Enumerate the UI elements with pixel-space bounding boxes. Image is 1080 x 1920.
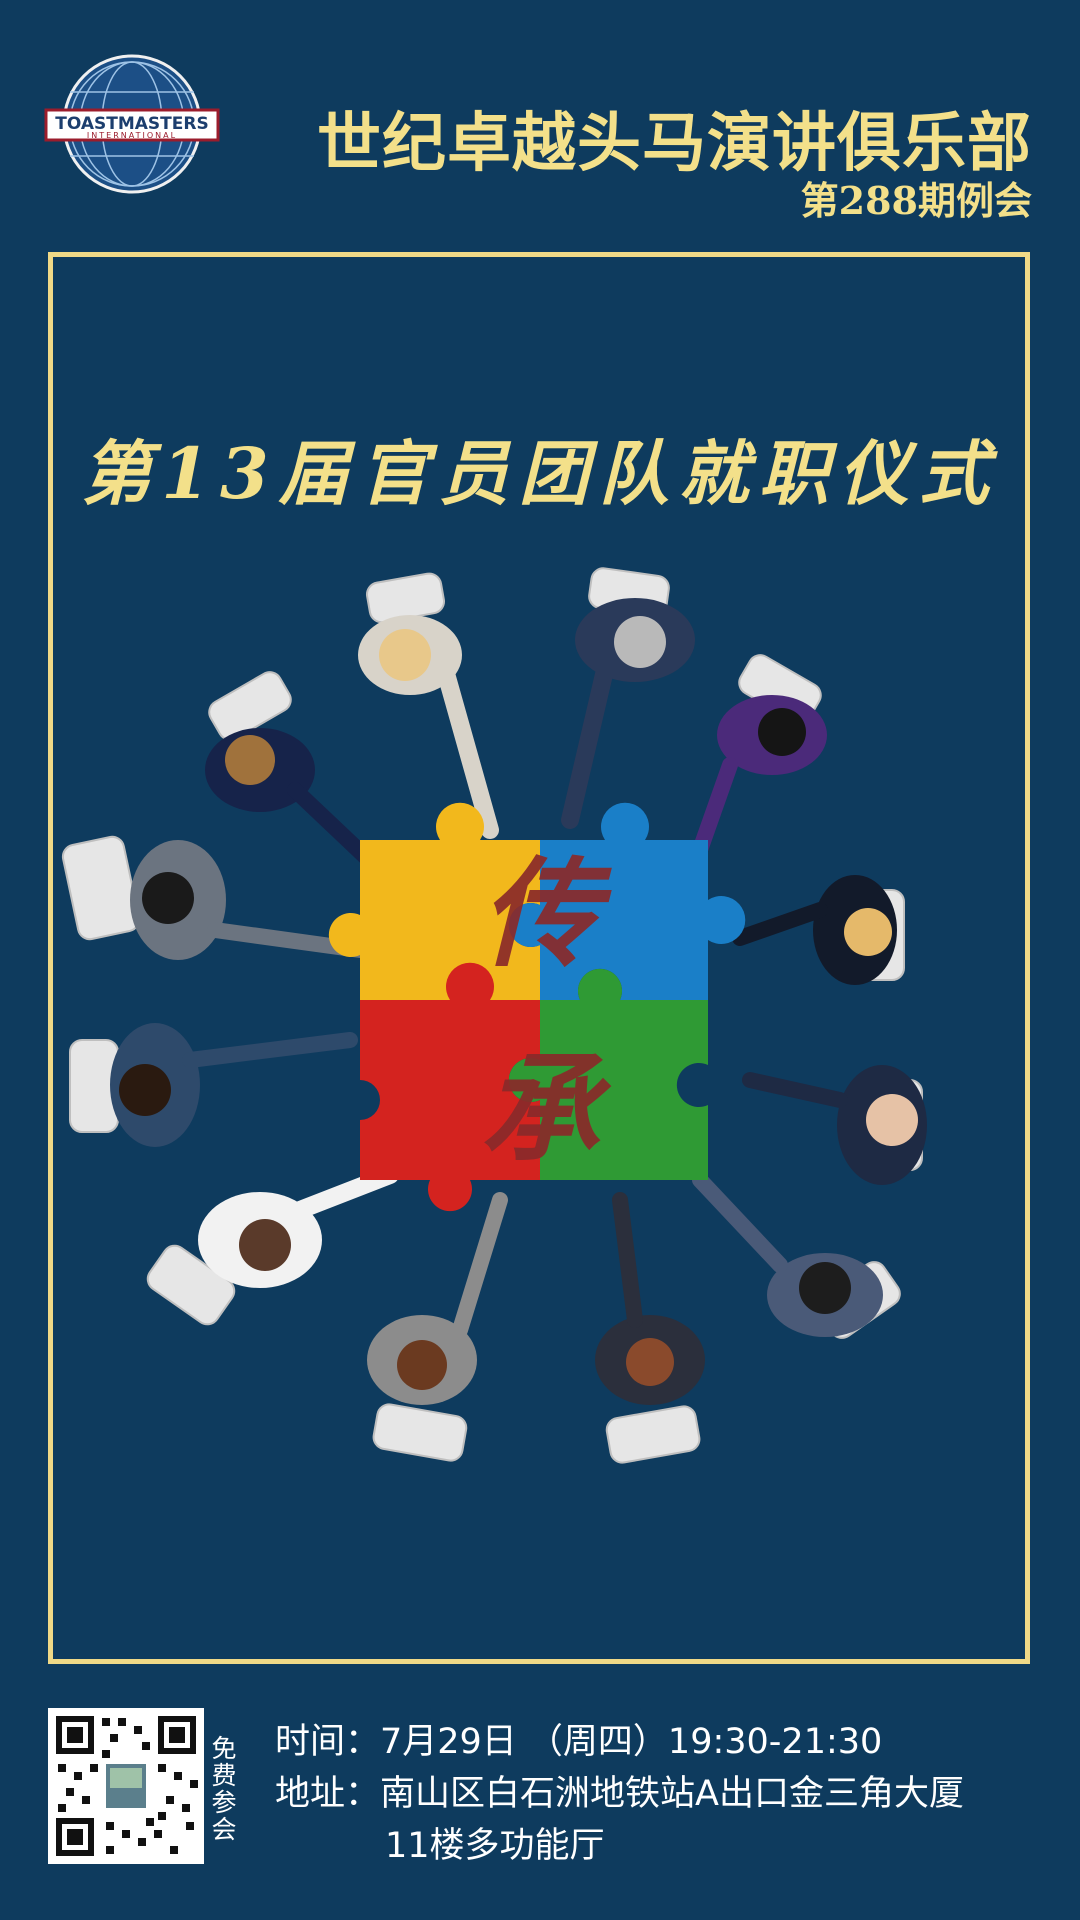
calligraphy-char-bottom: 承: [481, 1039, 612, 1178]
team-puzzle-illustration: 传 承: [61, 567, 927, 1464]
event-address: 地址：南山区白石洲地铁站A出口金三角大厦: [275, 1765, 964, 1816]
address-line-1: 南山区白石洲地铁站A出口金三角大厦: [380, 1774, 964, 1814]
logo-text-top: TOASTMASTERS: [55, 114, 208, 134]
qr-code[interactable]: [48, 1708, 204, 1864]
puzzle-piece-blue: [508, 802, 746, 1000]
address-label: 地址：: [275, 1774, 381, 1814]
puzzle-piece-red: [360, 962, 540, 1212]
meeting-number: 第288期例会: [800, 178, 1032, 223]
logo-text-bottom: INTERNATIONAL: [87, 131, 177, 140]
free-admission-label: 免费参会: [208, 1735, 237, 1843]
people: [110, 598, 927, 1405]
time-label: 时间：: [275, 1722, 381, 1762]
puzzle-piece-green: [508, 968, 708, 1180]
puzzle-piece-yellow: [328, 802, 540, 1000]
address-line-2: 11楼多功能厅: [385, 1826, 605, 1866]
content-frame: [48, 252, 1030, 1664]
club-name: 世纪卓越头马演讲俱乐部: [317, 106, 1032, 181]
puzzle-pieces: [328, 802, 746, 1212]
time-value: 7月29日 （周四）19:30-21:30: [380, 1722, 883, 1762]
calligraphy-char-top: 传: [481, 844, 612, 983]
toastmasters-logo: TOASTMASTERS INTERNATIONAL: [44, 54, 220, 194]
event-time: 时间：7月29日 （周四）19:30-21:30: [275, 1713, 882, 1764]
event-title: 第13届官员团队就职仪式: [81, 432, 999, 515]
